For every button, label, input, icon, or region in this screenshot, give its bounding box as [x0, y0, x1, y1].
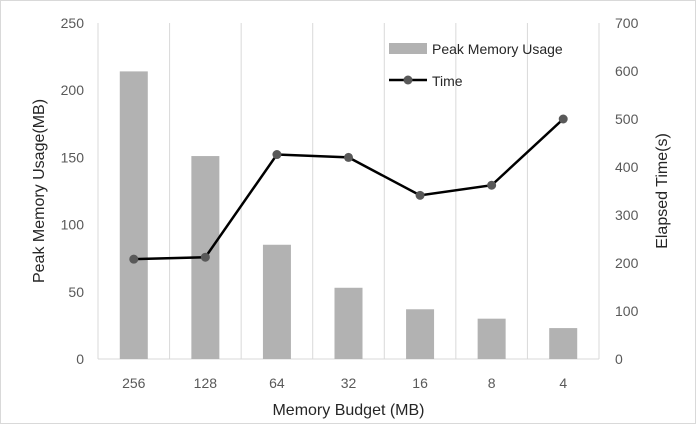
legend-swatch-time-marker	[403, 75, 413, 85]
time-point	[487, 180, 497, 190]
left-y-tick-label: 250	[61, 15, 85, 31]
x-tick-label: 64	[269, 375, 285, 391]
x-tick-label: 256	[122, 375, 146, 391]
right-y-tick-label: 300	[615, 207, 639, 223]
x-tick-label: 8	[488, 375, 496, 391]
legend-swatch-peak-memory	[389, 43, 427, 54]
right-y-tick-label: 400	[615, 159, 639, 175]
x-axis-title: Memory Budget (MB)	[272, 402, 424, 419]
x-tick-label: 32	[341, 375, 357, 391]
left-y-tick-label: 0	[76, 351, 84, 367]
right-y-tick-label: 600	[615, 63, 639, 79]
left-y-tick-label: 200	[61, 82, 85, 98]
bar-peak-memory	[334, 287, 363, 359]
axes: 0 50 100 150 200 250 0 100 200 300 400 500 600 700 256…	[31, 15, 671, 419]
right-y-tick-label: 0	[615, 351, 623, 367]
legend-label-time: Time	[432, 73, 463, 89]
right-y-tick-label: 500	[615, 111, 639, 127]
bar-peak-memory	[406, 309, 435, 359]
time-point	[415, 190, 425, 200]
time-point	[344, 152, 353, 162]
bar-series-peak-memory	[119, 71, 578, 359]
x-tick-label: 128	[194, 375, 218, 391]
right-y-tick-label: 200	[615, 255, 639, 271]
line-series-time	[129, 114, 568, 264]
left-y-tick-label: 150	[61, 149, 85, 165]
left-y-axis-title: Peak Memory Usage(MB)	[31, 99, 48, 283]
bar-peak-memory	[262, 244, 291, 359]
legend: Peak Memory Usage Time	[389, 41, 563, 89]
bar-peak-memory	[549, 328, 578, 359]
bar-peak-memory	[477, 318, 506, 359]
bar-peak-memory	[119, 71, 148, 359]
right-y-axis-title: Elapsed Time(s)	[654, 133, 671, 249]
left-y-tick-label: 100	[61, 217, 85, 233]
x-tick-label: 16	[412, 375, 428, 391]
legend-label-peak-memory: Peak Memory Usage	[432, 41, 563, 57]
right-y-tick-label: 100	[615, 303, 639, 319]
left-y-tick-label: 50	[68, 284, 84, 300]
time-point	[558, 114, 568, 124]
right-y-tick-label: 700	[615, 15, 639, 31]
x-tick-label: 4	[559, 375, 567, 391]
time-point	[272, 150, 282, 160]
time-point	[129, 254, 139, 264]
time-point	[200, 252, 210, 262]
